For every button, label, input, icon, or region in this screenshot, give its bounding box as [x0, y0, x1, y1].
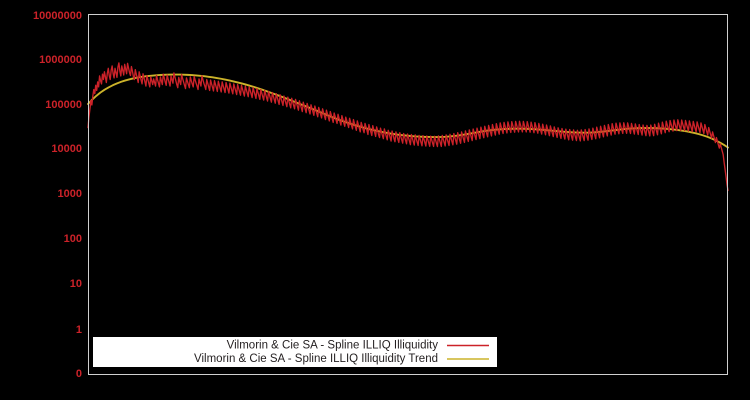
y-tick-label-0: 0	[76, 368, 82, 380]
legend-label-illiquidity: Vilmorin & Cie SA - Spline ILLIQ Illiqui…	[227, 340, 439, 352]
plot-series-group	[87, 62, 729, 192]
legend-label-illiquidity-trend: Vilmorin & Cie SA - Spline ILLIQ Illiqui…	[194, 353, 438, 365]
legend-item-illiquidity-trend[interactable]: Vilmorin & Cie SA - Spline ILLIQ Illiqui…	[194, 353, 489, 365]
y-tick-label-10: 10	[70, 278, 82, 290]
series-line-illiquidity	[87, 62, 729, 192]
y-tick-label-1000000: 1000000	[39, 54, 82, 66]
y-tick-label-10000000: 10000000	[33, 10, 82, 22]
legend-item-illiquidity[interactable]: Vilmorin & Cie SA - Spline ILLIQ Illiqui…	[227, 340, 489, 352]
y-tick-label-1000: 1000	[58, 188, 82, 200]
y-tick-label-1: 1	[76, 324, 82, 336]
legend[interactable]: Vilmorin & Cie SA - Spline ILLIQ Illiqui…	[93, 337, 497, 367]
y-tick-label-100000: 100000	[45, 99, 82, 111]
plot-axis-frame	[88, 14, 728, 375]
plot-area-background	[88, 14, 728, 374]
y-tick-label-100: 100	[64, 233, 82, 245]
y-tick-label-10000: 10000	[51, 143, 82, 155]
legend-background	[93, 337, 497, 367]
y-axis-tick-labels: 10000000 1000000 100000 10000 1000 100 1…	[33, 10, 82, 380]
